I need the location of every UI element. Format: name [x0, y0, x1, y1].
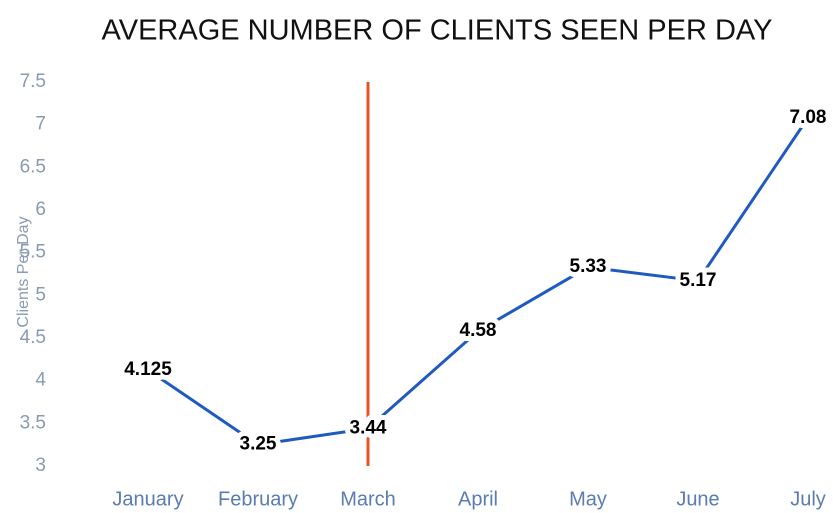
x-tick-label: June: [676, 488, 719, 510]
data-line: [147, 117, 810, 447]
data-label: 3.25: [240, 434, 277, 455]
data-label: 5.17: [680, 270, 717, 291]
data-label: 5.33: [570, 256, 607, 277]
x-tick-label: January: [112, 488, 183, 510]
y-tick-label: 6.5: [20, 156, 46, 177]
y-tick-label: 5.5: [20, 242, 46, 263]
y-tick-label: 4: [35, 370, 46, 391]
data-label: 4.58: [460, 320, 497, 341]
data-label: 3.44: [350, 417, 387, 438]
y-tick-label: 3.5: [20, 412, 46, 433]
data-label: 4.125: [124, 359, 172, 380]
y-tick-label: 7: [35, 114, 46, 135]
x-tick-label: July: [790, 488, 826, 510]
y-axis-label: Clients Per Day: [15, 216, 32, 327]
x-tick-label: March: [340, 488, 396, 510]
x-tick-label: April: [458, 488, 498, 510]
y-tick-label: 3: [35, 455, 46, 476]
y-tick-label: 6: [35, 199, 46, 220]
chart-title: AVERAGE NUMBER OF CLIENTS SEEN PER DAY: [102, 15, 773, 47]
x-tick-label: May: [569, 488, 607, 510]
data-label: 7.08: [790, 107, 827, 128]
x-tick-label: February: [218, 488, 298, 510]
y-tick-label: 5: [35, 284, 46, 305]
y-tick-label: 4.5: [20, 327, 46, 348]
y-tick-label: 7.5: [20, 71, 46, 92]
